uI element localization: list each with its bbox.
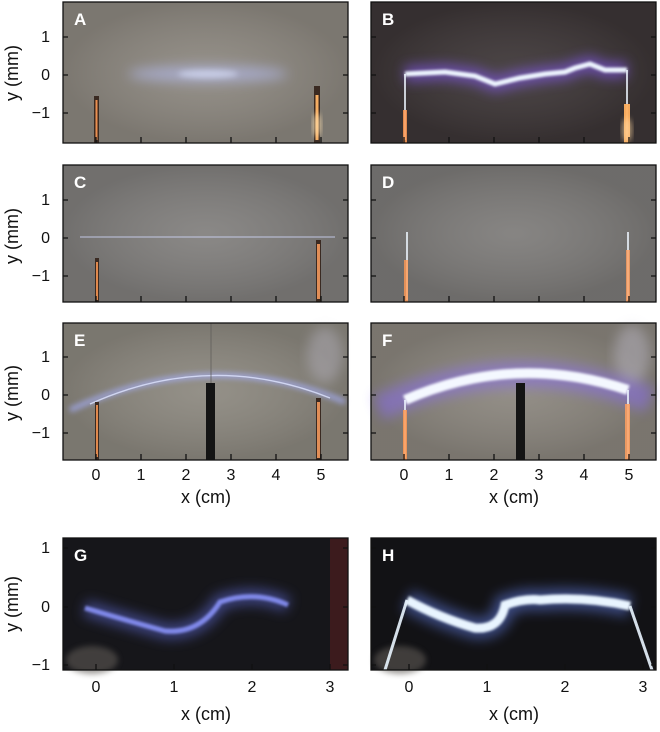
- panel-g-letter: G: [74, 546, 87, 565]
- x-axis-label-left-row-4: x (cm): [181, 704, 231, 724]
- x-axis-label-right-row-4: x (cm): [489, 704, 539, 724]
- x-axis-label-left-row-3: x (cm): [181, 487, 231, 507]
- x-tick-row-3: 5: [625, 467, 634, 484]
- y-axis-label-row-4: y (mm): [2, 576, 22, 632]
- x-tick-row-3: 1: [445, 467, 454, 484]
- panel-b-arc: [404, 61, 627, 87]
- panel-g: G: [62, 537, 349, 674]
- y-tick-row-1: 0: [41, 67, 50, 84]
- x-axis-label-right-row-3: x (cm): [489, 487, 539, 507]
- panel-g-plasma: [84, 594, 290, 634]
- x-tick-row-3: 3: [535, 467, 544, 484]
- x-axis-row-3: 0 1 2 3 4 5 x (cm) 0 1 2 3 4 5 x (cm): [92, 467, 634, 507]
- x-tick-row-3: 3: [227, 467, 236, 484]
- y-tick-row-4: −1: [32, 657, 50, 674]
- panel-a-letter: A: [74, 10, 86, 29]
- x-tick-row-3: 4: [580, 467, 589, 484]
- x-axis-row-4: 0 1 2 3 x (cm) 0 1 2 3 x (cm): [92, 679, 648, 724]
- x-tick-row-4: 3: [639, 679, 648, 696]
- panel-b: B: [370, 1, 657, 144]
- panel-c: C: [62, 164, 349, 303]
- y-tick-row-3: 0: [41, 387, 50, 404]
- panel-a-electrode-right: [313, 86, 321, 143]
- panel-h-letter: H: [382, 546, 394, 565]
- y-tick-row-4: 0: [41, 599, 50, 616]
- panel-e: E: [62, 322, 349, 461]
- x-tick-row-3: 1: [137, 467, 146, 484]
- y-axis-label-row-2: y (mm): [2, 208, 22, 264]
- panel-h-arc: [404, 594, 631, 633]
- x-tick-row-3: 0: [400, 467, 409, 484]
- x-tick-row-4: 2: [561, 679, 570, 696]
- y-tick-row-4: 1: [41, 540, 50, 557]
- x-tick-row-4: 1: [170, 679, 179, 696]
- panel-e-letter: E: [74, 331, 85, 350]
- y-axis-row-3: y (mm) 1 0 −1: [2, 349, 656, 460]
- panel-g-photo: [63, 538, 348, 670]
- y-tick-row-2: 0: [41, 230, 50, 247]
- y-axis-row-1: y (mm) 1 0 −1: [2, 29, 656, 143]
- x-tick-row-4: 0: [405, 679, 414, 696]
- y-tick-row-2: −1: [32, 268, 50, 285]
- panel-a-electrode-left: [94, 96, 99, 143]
- x-tick-row-3: 5: [317, 467, 326, 484]
- panel-f: F: [370, 322, 657, 461]
- panel-d-letter: D: [382, 173, 394, 192]
- x-tick-row-3: 0: [92, 467, 101, 484]
- x-tick-row-4: 0: [92, 679, 101, 696]
- panel-f-arc: [403, 368, 630, 405]
- panel-c-letter: C: [74, 173, 86, 192]
- y-axis-label-row-3: y (mm): [2, 365, 22, 421]
- x-tick-row-4: 3: [326, 679, 335, 696]
- panel-f-letter: F: [382, 331, 392, 350]
- y-tick-row-3: −1: [32, 425, 50, 442]
- x-tick-row-3: 2: [182, 467, 191, 484]
- y-tick-row-1: 1: [41, 29, 50, 46]
- panel-f-probe: [516, 383, 525, 460]
- y-axis-row-4: y (mm) 1 0 −1: [2, 540, 656, 674]
- y-axis-row-2: y (mm) 1 0 −1: [2, 192, 656, 302]
- y-tick-row-2: 1: [41, 192, 50, 209]
- panel-d: D: [370, 164, 657, 303]
- x-tick-row-4: 1: [483, 679, 492, 696]
- x-tick-row-4: 2: [248, 679, 257, 696]
- panel-h: H: [370, 537, 657, 674]
- panel-b-letter: B: [382, 10, 394, 29]
- x-tick-row-3: 4: [272, 467, 281, 484]
- y-tick-row-3: 1: [41, 349, 50, 366]
- x-tick-row-3: 2: [490, 467, 499, 484]
- y-tick-row-1: −1: [32, 105, 50, 122]
- panel-a: A: [62, 1, 349, 144]
- y-axis-label-row-1: y (mm): [2, 45, 22, 101]
- panel-e-probe: [206, 383, 215, 460]
